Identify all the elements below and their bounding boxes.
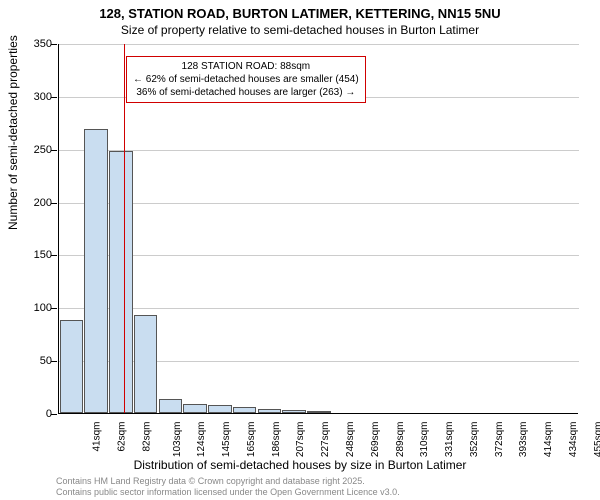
y-tick-label: 150 [34, 249, 52, 261]
chart-container: 128, STATION ROAD, BURTON LATIMER, KETTE… [0, 0, 600, 500]
property-info-box: 128 STATION ROAD: 88sqm← 62% of semi-det… [126, 56, 366, 103]
histogram-bar [208, 405, 232, 413]
chart-title-sub: Size of property relative to semi-detach… [0, 21, 600, 41]
gridline [59, 44, 579, 45]
y-tick-label: 50 [40, 355, 52, 367]
x-tick-label: 227sqm [320, 422, 331, 458]
histogram-bar [183, 404, 207, 414]
y-tick-label: 0 [46, 408, 52, 420]
histogram-bar [84, 129, 108, 413]
x-tick-label: 393sqm [518, 422, 529, 458]
gridline [59, 255, 579, 256]
x-tick-label: 289sqm [395, 422, 406, 458]
info-box-line2: ← 62% of semi-detached houses are smalle… [133, 73, 359, 86]
y-axis-label: Number of semi-detached properties [6, 35, 20, 230]
footer-attribution: Contains HM Land Registry data © Crown c… [56, 476, 400, 498]
x-tick-label: 82sqm [141, 422, 152, 452]
x-tick-label: 41sqm [92, 422, 103, 452]
y-tick-label: 300 [34, 91, 52, 103]
info-box-line3: 36% of semi-detached houses are larger (… [133, 86, 359, 99]
x-tick-label: 62sqm [117, 422, 128, 452]
plot-area: 05010015020025030035041sqm62sqm82sqm103s… [58, 44, 578, 414]
footer-line-2: Contains public sector information licen… [56, 487, 400, 498]
property-marker-line [124, 44, 125, 413]
x-tick-label: 434sqm [568, 422, 579, 458]
x-tick-label: 269sqm [370, 422, 381, 458]
y-tick-label: 200 [34, 197, 52, 209]
x-tick-label: 352sqm [469, 422, 480, 458]
x-tick-label: 310sqm [419, 422, 430, 458]
x-tick-label: 372sqm [494, 422, 505, 458]
y-tick-label: 100 [34, 302, 52, 314]
x-tick-label: 207sqm [296, 422, 307, 458]
histogram-bar [134, 315, 158, 413]
chart-area: 05010015020025030035041sqm62sqm82sqm103s… [58, 44, 578, 414]
x-tick-label: 186sqm [271, 422, 282, 458]
x-tick-label: 145sqm [221, 422, 232, 458]
x-tick-label: 414sqm [543, 422, 554, 458]
x-tick-label: 124sqm [197, 422, 208, 458]
y-tick-label: 350 [34, 38, 52, 50]
footer-line-1: Contains HM Land Registry data © Crown c… [56, 476, 400, 487]
histogram-bar [282, 410, 306, 413]
x-tick-label: 455sqm [593, 422, 600, 458]
x-axis-label: Distribution of semi-detached houses by … [0, 458, 600, 472]
x-tick-label: 248sqm [345, 422, 356, 458]
info-box-line1: 128 STATION ROAD: 88sqm [133, 60, 359, 73]
gridline [59, 308, 579, 309]
histogram-bar [258, 409, 282, 413]
x-tick-label: 165sqm [246, 422, 257, 458]
y-tick-label: 250 [34, 144, 52, 156]
chart-title-main: 128, STATION ROAD, BURTON LATIMER, KETTE… [0, 0, 600, 21]
histogram-bar [109, 151, 133, 413]
histogram-bar [233, 407, 257, 413]
x-tick-label: 331sqm [444, 422, 455, 458]
x-tick-label: 103sqm [172, 422, 183, 458]
gridline [59, 203, 579, 204]
histogram-bar [159, 399, 183, 413]
gridline [59, 150, 579, 151]
histogram-bar [60, 320, 84, 413]
histogram-bar [307, 411, 331, 413]
